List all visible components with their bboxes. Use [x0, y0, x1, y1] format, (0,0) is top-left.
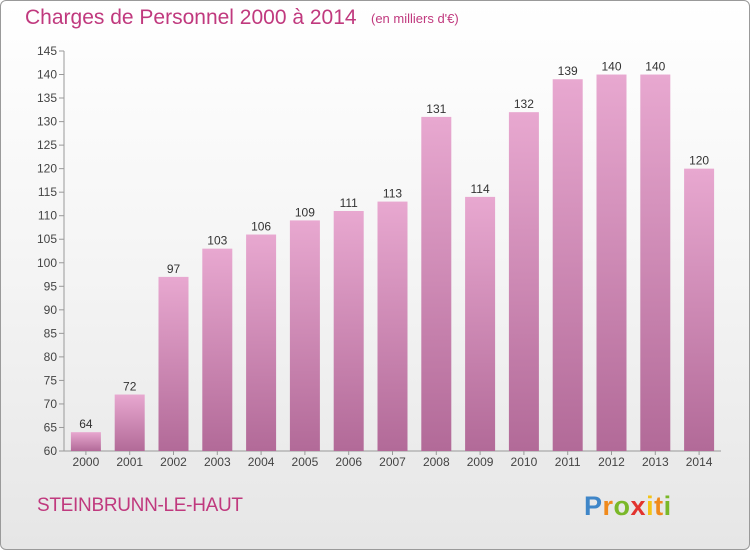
- bar-value-label: 114: [471, 182, 490, 196]
- chart-title: Charges de Personnel 2000 à 2014: [25, 6, 357, 29]
- bar: [114, 394, 145, 451]
- bar-value-label: 113: [383, 187, 402, 201]
- bar-value-label: 131: [426, 102, 446, 116]
- bar: [684, 168, 715, 451]
- bar-value-label: 97: [167, 262, 181, 276]
- x-tick-label: 2009: [467, 455, 494, 469]
- y-tick-label: 60: [44, 444, 58, 458]
- bar: [333, 211, 364, 451]
- y-tick-label: 70: [44, 397, 58, 411]
- y-tick-label: 125: [37, 138, 57, 152]
- bar: [421, 116, 452, 451]
- bar-value-label: 140: [601, 60, 621, 74]
- y-tick-label: 95: [44, 279, 58, 293]
- chart-unit: (en milliers d'€): [371, 11, 459, 26]
- logo-letter: t: [654, 491, 664, 521]
- y-tick-label: 135: [37, 91, 57, 105]
- x-tick-label: 2002: [160, 455, 187, 469]
- bar-value-label: 140: [645, 60, 665, 74]
- y-tick-label: 75: [44, 373, 58, 387]
- bar-value-label: 139: [558, 64, 578, 78]
- bar-value-label: 132: [514, 97, 534, 111]
- x-tick-label: 2001: [116, 455, 143, 469]
- bar: [70, 432, 101, 451]
- x-tick-label: 2010: [511, 455, 538, 469]
- y-tick-label: 115: [38, 185, 57, 199]
- y-tick-label: 105: [37, 232, 57, 246]
- x-tick-label: 2006: [335, 455, 362, 469]
- bar-value-label: 109: [295, 205, 315, 219]
- bar: [246, 234, 277, 451]
- logo-letter: i: [646, 491, 655, 521]
- x-tick-label: 2011: [555, 455, 581, 469]
- bar: [508, 112, 539, 452]
- logo-letter: r: [602, 491, 614, 521]
- bar: [465, 196, 496, 451]
- bar: [640, 74, 671, 451]
- x-tick-label: 2005: [292, 455, 319, 469]
- commune-name: STEINBRUNN-LE-HAUT: [37, 495, 243, 516]
- x-tick-label: 2004: [248, 455, 275, 469]
- x-tick-label: 2003: [204, 455, 231, 469]
- bar: [289, 220, 320, 451]
- y-tick-label: 100: [37, 256, 57, 270]
- x-tick-label: 2012: [598, 455, 625, 469]
- y-tick-label: 130: [37, 115, 57, 129]
- y-tick-label: 120: [37, 162, 57, 176]
- logo-letter: i: [663, 491, 672, 521]
- bar: [552, 79, 583, 451]
- x-tick-label: 2000: [73, 455, 100, 469]
- bar-value-label: 103: [207, 234, 227, 248]
- y-tick-label: 80: [44, 350, 58, 364]
- bar: [596, 74, 627, 451]
- bar-value-label: 111: [340, 196, 359, 210]
- bar-value-label: 72: [123, 380, 137, 394]
- proxiti-logo: Proxiti: [584, 491, 672, 522]
- bar-value-label: 106: [251, 220, 271, 234]
- logo-letter: o: [613, 491, 631, 521]
- bar: [158, 276, 189, 451]
- y-tick-label: 90: [44, 303, 58, 317]
- logo-letter: P: [584, 491, 603, 521]
- bar-value-label: 64: [79, 417, 93, 431]
- y-tick-label: 65: [44, 420, 58, 434]
- bar-value-label: 120: [689, 154, 709, 168]
- x-tick-label: 2014: [686, 455, 713, 469]
- x-tick-label: 2008: [423, 455, 450, 469]
- x-tick-label: 2007: [379, 455, 406, 469]
- y-tick-label: 140: [37, 68, 57, 82]
- bar: [377, 201, 408, 451]
- y-tick-label: 110: [38, 209, 57, 223]
- bar: [202, 248, 233, 451]
- logo-letter: x: [630, 491, 647, 521]
- y-tick-label: 145: [37, 44, 57, 58]
- y-tick-label: 85: [44, 326, 58, 340]
- x-tick-label: 2013: [642, 455, 669, 469]
